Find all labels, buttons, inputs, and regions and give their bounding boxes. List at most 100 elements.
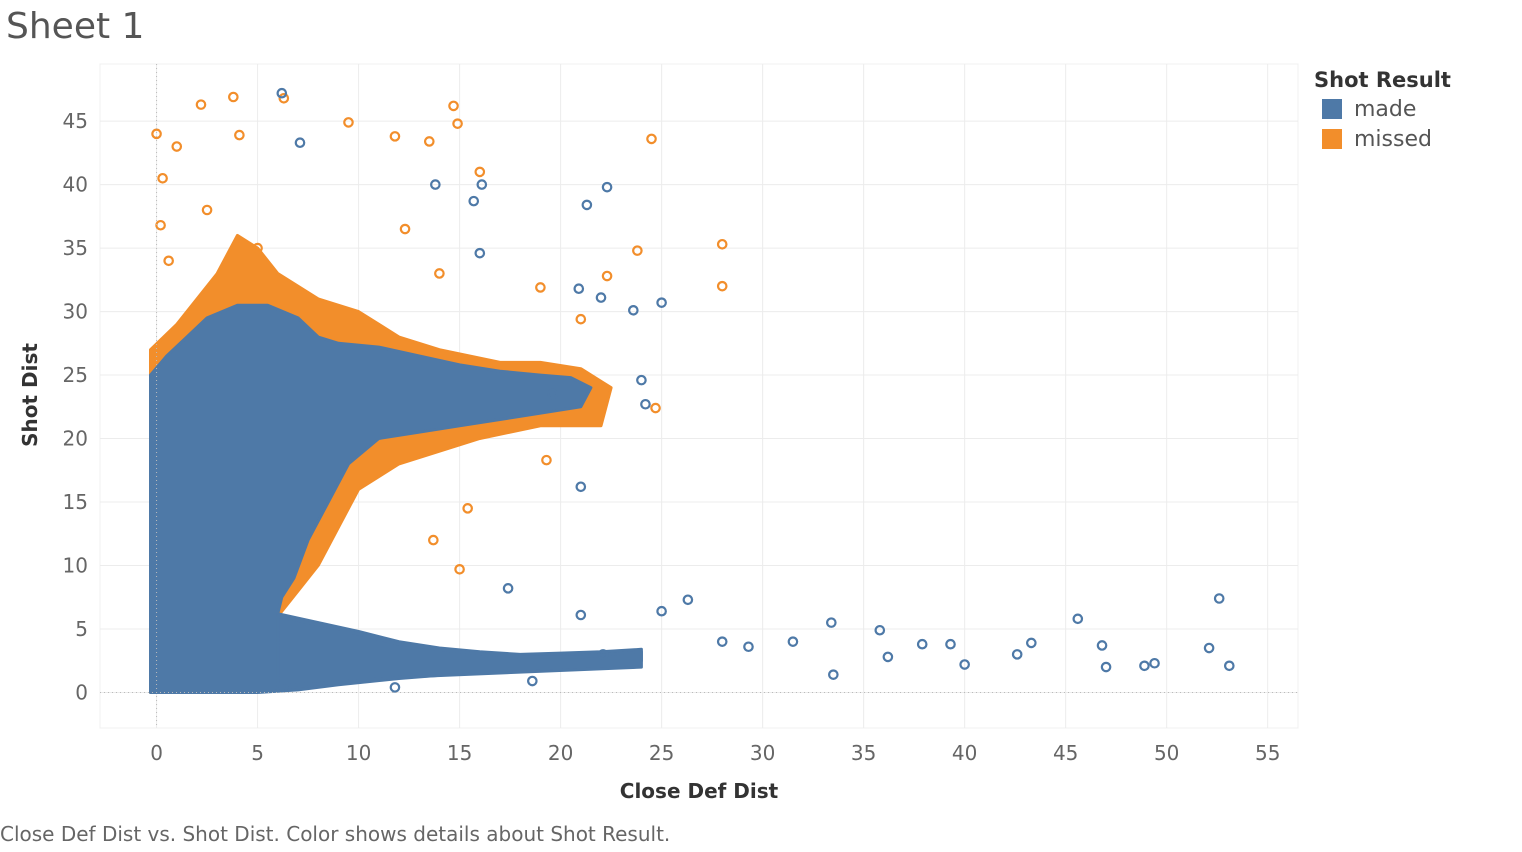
- y-tick-label: 5: [75, 617, 88, 641]
- x-tick-label: 35: [851, 741, 876, 765]
- point-made: [882, 651, 894, 663]
- point-missed: [389, 131, 401, 142]
- point-missed: [601, 270, 613, 282]
- point-density-mass: [149, 233, 643, 694]
- point-missed: [423, 136, 435, 147]
- point-made: [1072, 613, 1084, 625]
- point-missed: [462, 503, 473, 514]
- point-made: [656, 297, 667, 308]
- point-made: [1213, 593, 1225, 604]
- point-made: [468, 195, 480, 207]
- point-made: [1224, 660, 1235, 672]
- point-made: [743, 641, 754, 653]
- legend-item-missed[interactable]: missed: [1314, 124, 1451, 154]
- point-missed: [448, 100, 459, 112]
- point-made: [874, 624, 886, 636]
- point-missed: [399, 223, 411, 235]
- point-missed: [343, 117, 354, 128]
- point-missed: [234, 129, 245, 141]
- point-missed: [278, 92, 290, 104]
- x-tick-label: 5: [251, 741, 264, 765]
- point-made: [294, 137, 306, 149]
- point-made: [389, 682, 401, 693]
- point-made: [1203, 642, 1215, 654]
- legend-title: Shot Result: [1314, 68, 1451, 92]
- x-tick-label: 10: [346, 741, 371, 765]
- point-made: [547, 388, 558, 400]
- point-made: [945, 638, 956, 650]
- point-made: [502, 583, 514, 594]
- point-missed: [632, 245, 643, 256]
- point-made: [595, 292, 607, 303]
- x-tick-label: 0: [150, 741, 163, 765]
- point-missed: [171, 141, 183, 152]
- point-made: [276, 87, 288, 99]
- point-made: [636, 374, 647, 386]
- x-tick-label: 45: [1053, 741, 1078, 765]
- point-made: [959, 659, 970, 670]
- chart-caption: Close Def Dist vs. Shot Dist. Color show…: [0, 822, 671, 846]
- point-made: [573, 283, 585, 295]
- y-tick-label: 0: [75, 680, 88, 704]
- x-tick-label: 25: [649, 741, 674, 765]
- point-made: [581, 199, 593, 211]
- point-missed: [163, 255, 174, 267]
- scatter-points: [151, 87, 1235, 693]
- point-made: [916, 638, 928, 650]
- y-tick-label: 25: [63, 363, 88, 387]
- point-made: [601, 181, 613, 193]
- legend-swatch-made: [1322, 99, 1342, 119]
- point-missed: [646, 133, 657, 145]
- point-missed: [541, 454, 552, 466]
- point-made: [575, 609, 587, 621]
- x-tick-label: 20: [548, 741, 573, 765]
- point-missed: [201, 204, 213, 216]
- point-missed: [452, 118, 463, 129]
- y-tick-label: 10: [63, 553, 88, 577]
- made-density-wing: [276, 614, 643, 688]
- point-missed: [454, 564, 465, 575]
- point-made: [1149, 657, 1160, 669]
- point-missed: [151, 128, 162, 140]
- point-missed: [228, 91, 239, 103]
- y-tick-label: 45: [63, 109, 88, 133]
- point-made: [575, 481, 587, 493]
- point-missed: [252, 242, 263, 254]
- legend-item-made[interactable]: made: [1314, 94, 1451, 124]
- point-made: [1011, 649, 1023, 660]
- x-tick-label: 15: [447, 741, 472, 765]
- point-missed: [474, 166, 486, 178]
- y-tick-label: 40: [63, 173, 88, 197]
- x-tick-label: 30: [750, 741, 775, 765]
- point-made: [716, 636, 728, 647]
- y-tick-label: 30: [63, 300, 88, 324]
- point-made: [682, 594, 694, 606]
- point-missed: [716, 238, 728, 250]
- made-density-mass: [149, 303, 643, 694]
- legend-label-made: made: [1354, 96, 1417, 122]
- point-missed: [650, 402, 661, 414]
- point-missed: [195, 99, 207, 110]
- point-made: [628, 305, 639, 316]
- legend: Shot Result made missed: [1314, 68, 1451, 154]
- legend-label-missed: missed: [1354, 126, 1432, 152]
- y-tick-label: 35: [63, 236, 88, 260]
- sheet-title: Sheet 1: [6, 6, 145, 47]
- legend-swatch-missed: [1322, 129, 1342, 149]
- point-missed: [716, 280, 728, 292]
- point-made: [1096, 640, 1108, 651]
- point-missed: [434, 268, 445, 279]
- y-axis-title: Shot Dist: [18, 343, 42, 447]
- point-missed: [157, 172, 168, 184]
- point-missed: [428, 534, 439, 546]
- x-tick-label: 40: [952, 741, 977, 765]
- point-made: [656, 605, 667, 617]
- point-made: [1026, 637, 1037, 649]
- y-tick-label: 15: [63, 490, 88, 514]
- axes: 0 5 10 15 20 25 30 35 40 45 50 55 0 5 10 15 20 25 30 35 40 45: [63, 64, 1298, 765]
- point-made: [430, 179, 441, 190]
- point-missed: [535, 282, 546, 293]
- point-made: [1100, 661, 1112, 673]
- point-made: [476, 179, 488, 190]
